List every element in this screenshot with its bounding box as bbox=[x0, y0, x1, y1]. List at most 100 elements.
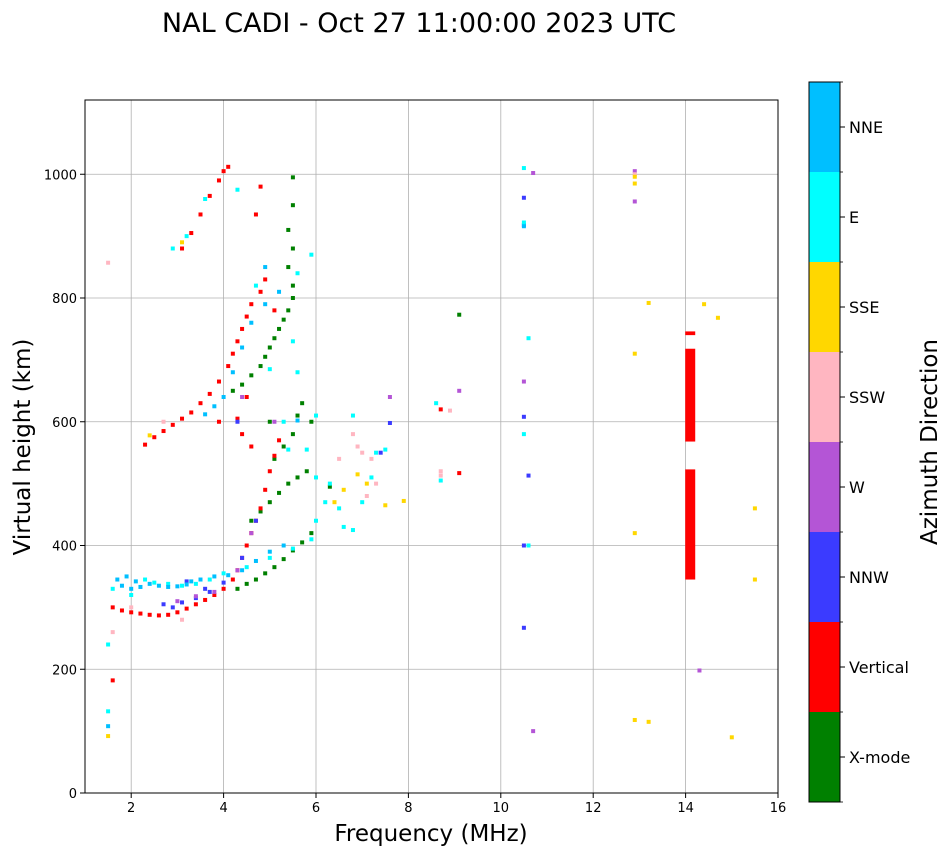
data-point-ssw bbox=[447, 408, 452, 413]
data-point-e bbox=[383, 447, 388, 452]
data-point-x-mode bbox=[286, 308, 291, 313]
data-point-nnw bbox=[221, 580, 226, 585]
data-point-x-mode bbox=[290, 203, 295, 208]
colorbar: X-mode Vertical NNW W SSW SSE E NNE bbox=[809, 81, 910, 803]
data-point-nne bbox=[212, 574, 217, 579]
data-point-x-mode bbox=[263, 354, 268, 359]
data-point-vertical bbox=[240, 432, 245, 437]
data-point-x-mode bbox=[295, 475, 300, 480]
data-point-e bbox=[267, 367, 272, 372]
data-point-e bbox=[314, 413, 318, 418]
data-point-vertical bbox=[143, 442, 148, 447]
plot-area bbox=[85, 100, 778, 793]
x-tick-label: 6 bbox=[312, 801, 320, 816]
data-point-ssw bbox=[180, 617, 185, 622]
data-point-x-mode bbox=[240, 382, 245, 387]
data-point-vertical bbox=[129, 610, 134, 615]
data-point-vertical bbox=[216, 178, 221, 183]
data-point-vertical bbox=[263, 277, 268, 282]
data-point-e bbox=[203, 197, 208, 201]
data-point-x-mode bbox=[300, 540, 305, 545]
data-point-vertical bbox=[207, 391, 212, 396]
data-point-nnw bbox=[253, 518, 258, 523]
data-point-vertical bbox=[184, 606, 189, 611]
data-point-vertical bbox=[189, 410, 194, 415]
data-point-vertical bbox=[277, 438, 282, 443]
data-point-sse bbox=[646, 719, 651, 724]
data-point-vertical bbox=[212, 593, 217, 597]
data-point-nne bbox=[129, 586, 134, 591]
data-point-nne bbox=[198, 577, 203, 582]
data-point-sse bbox=[729, 735, 734, 740]
data-point-x-mode bbox=[235, 586, 240, 591]
data-point-w bbox=[387, 395, 392, 399]
data-point-sse bbox=[632, 174, 637, 179]
data-point-vertical bbox=[203, 597, 208, 602]
data-point-vertical bbox=[272, 453, 277, 458]
x-tick-label: 16 bbox=[770, 801, 787, 816]
data-point-ssw bbox=[129, 605, 134, 610]
y-tick-label: 200 bbox=[52, 663, 77, 678]
data-point-nne bbox=[115, 577, 120, 582]
data-point-ssw bbox=[110, 630, 115, 635]
data-point-x-mode bbox=[286, 265, 291, 270]
data-point-vertical bbox=[180, 416, 185, 421]
data-point-vertical bbox=[110, 605, 115, 610]
data-point-nne bbox=[267, 549, 272, 554]
data-point-e bbox=[170, 246, 175, 251]
data-point-e bbox=[143, 577, 148, 582]
data-point-nne bbox=[189, 579, 194, 584]
colorbar-tick-label: E bbox=[849, 208, 859, 227]
data-point-nnw bbox=[207, 589, 212, 594]
data-point-e bbox=[106, 709, 111, 714]
data-point-sse bbox=[106, 734, 111, 739]
data-point-e bbox=[309, 252, 314, 257]
data-point-x-mode bbox=[267, 345, 272, 350]
data-point-x-mode bbox=[244, 581, 249, 586]
y-tick-label: 0 bbox=[69, 787, 77, 802]
colorbar-tick-label: X-mode bbox=[849, 748, 910, 767]
data-point-x-mode bbox=[230, 388, 235, 393]
data-point-nne bbox=[106, 724, 111, 729]
data-point-x-mode bbox=[263, 571, 268, 576]
data-point-w bbox=[240, 395, 245, 399]
data-point-vertical bbox=[189, 231, 194, 236]
data-point-vertical bbox=[166, 612, 171, 617]
data-point-vertical bbox=[244, 395, 249, 399]
data-point-vertical bbox=[258, 184, 263, 189]
data-point-vertical bbox=[235, 416, 240, 421]
data-point-ssw bbox=[364, 494, 369, 498]
data-point-x-mode bbox=[457, 312, 462, 317]
data-point-ssw bbox=[360, 450, 365, 455]
data-point-e bbox=[350, 528, 355, 533]
data-point-nne bbox=[240, 345, 245, 350]
data-point-vertical bbox=[240, 326, 245, 331]
x-tick-label: 12 bbox=[585, 801, 602, 816]
data-point-w bbox=[212, 589, 217, 594]
data-point-vertical bbox=[230, 351, 235, 356]
chart-title: NAL CADI - Oct 27 11:00:00 2023 UTC bbox=[162, 8, 676, 39]
data-point-e bbox=[184, 234, 189, 239]
colorbar-tick-label: SSE bbox=[849, 298, 879, 317]
data-point-nne bbox=[212, 404, 217, 409]
data-point-w bbox=[697, 668, 702, 673]
data-point-vertical bbox=[216, 379, 221, 384]
colorbar-label: Azimuth Direction bbox=[917, 339, 943, 545]
data-point-sse bbox=[702, 302, 707, 307]
data-point-nnw bbox=[387, 420, 392, 425]
data-point-sse bbox=[715, 315, 720, 320]
data-point-w bbox=[457, 388, 462, 393]
data-point-nne bbox=[521, 224, 526, 229]
colorbar-segment-e bbox=[809, 172, 840, 262]
colorbar-tick-label: NNW bbox=[849, 568, 889, 587]
data-point-ssw bbox=[355, 444, 360, 449]
data-point-nnw bbox=[184, 579, 189, 584]
data-point-vertical bbox=[230, 577, 235, 582]
data-point-x-mode bbox=[290, 246, 295, 251]
data-point-x-mode bbox=[249, 373, 254, 378]
data-point-nnw bbox=[521, 414, 526, 419]
data-point-e bbox=[281, 419, 286, 424]
data-point-w bbox=[632, 199, 637, 204]
data-point-x-mode bbox=[286, 481, 291, 486]
x-tick-label: 8 bbox=[404, 801, 412, 816]
